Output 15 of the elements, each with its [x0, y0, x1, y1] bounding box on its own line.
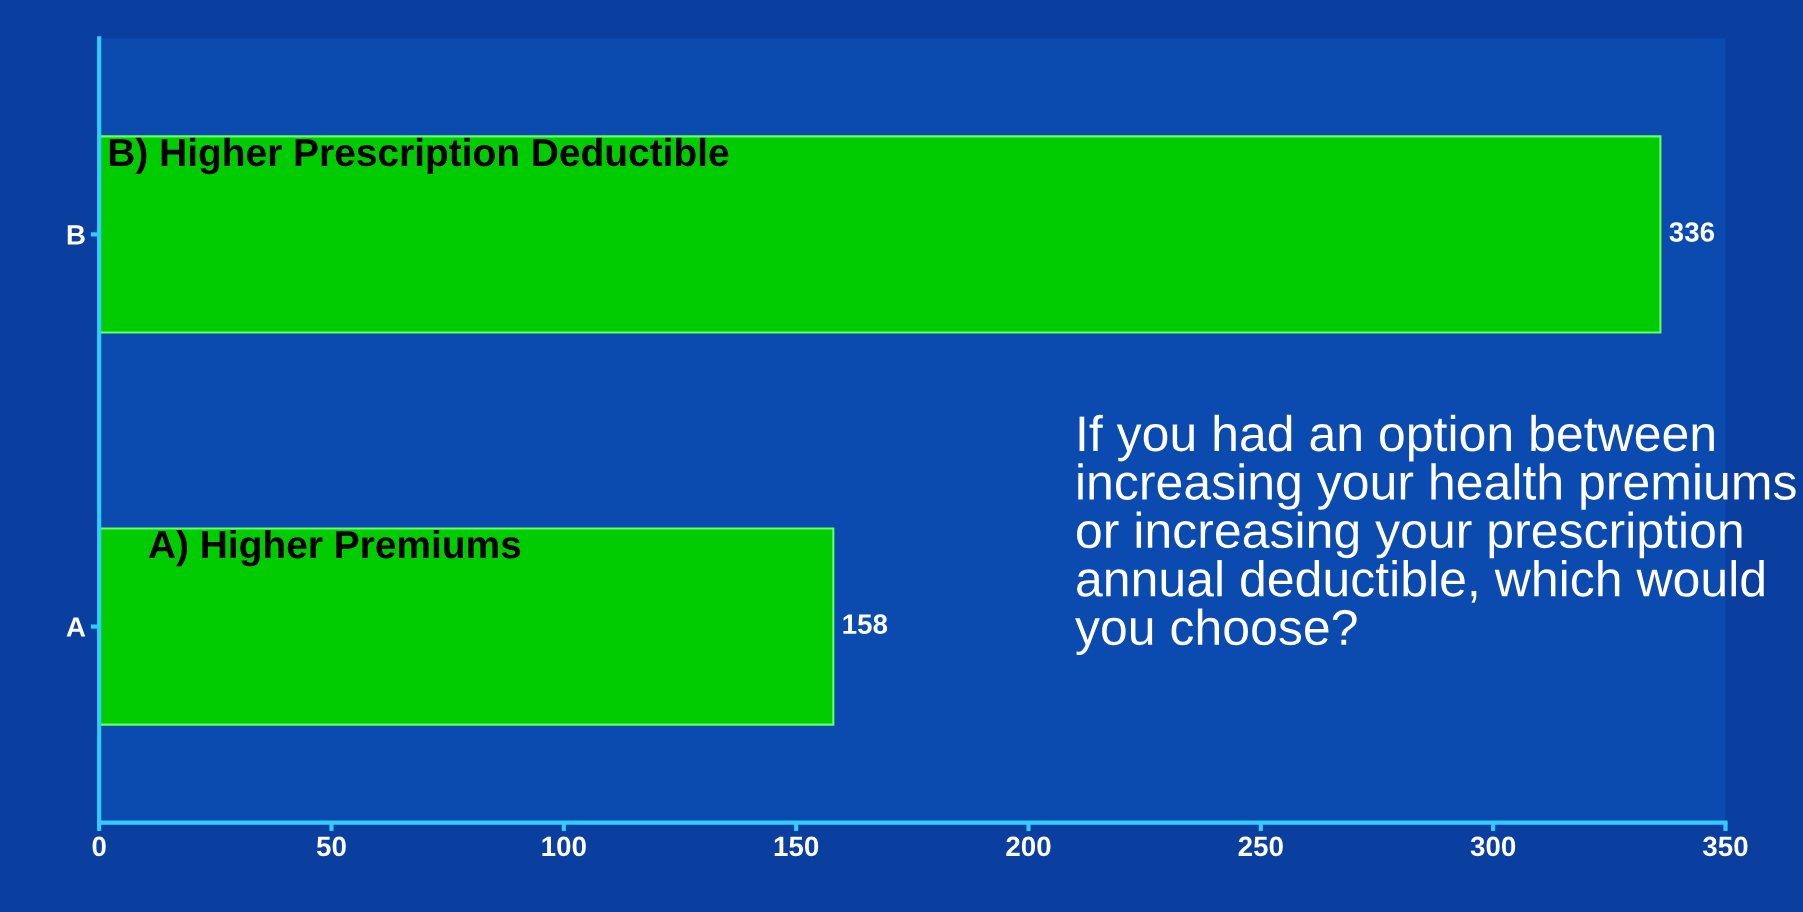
x-tick-label: 350: [1702, 836, 1748, 857]
data-label: 158: [843, 614, 888, 634]
x-tick-label: 50: [316, 836, 346, 857]
annotation: If you had an option between increasing your health premiums or increasing your prescription annual deductible, which would you choose?: [1075, 414, 1796, 656]
y-tick-label: B: [67, 225, 85, 245]
x-tick-label: 300: [1470, 836, 1516, 857]
annotation: A) Higher Premiums: [148, 529, 521, 567]
x-tick-label: 200: [1006, 836, 1051, 857]
x-tick-label: 250: [1238, 836, 1283, 857]
x-tick-label: 150: [774, 836, 819, 857]
x-tick-label: 100: [542, 836, 586, 857]
annotation: B) Higher Prescription Deductible: [109, 137, 729, 175]
data-label: 336: [1669, 222, 1715, 242]
x-tick-label: 0: [92, 836, 106, 857]
y-tick-label: A: [66, 617, 86, 637]
